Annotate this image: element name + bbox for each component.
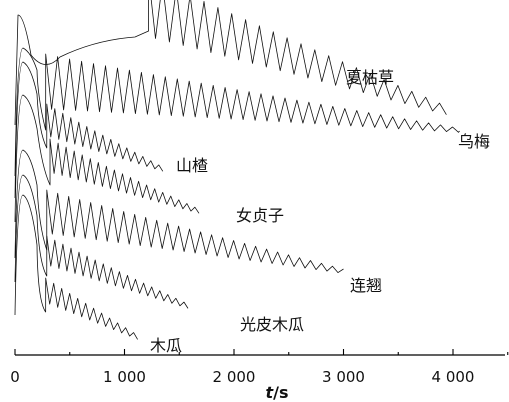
series-curve [14, 174, 189, 309]
x-axis: 0 1 000 2 000 3 000 4 000 [10, 349, 509, 386]
x-axis-title: t/s [265, 383, 288, 402]
x-tick-label: 1 000 [103, 368, 146, 386]
series-curve [14, 47, 460, 177]
series-curve [14, 94, 200, 223]
series-label: 连翘 [350, 276, 382, 295]
series-curve [14, 149, 344, 273]
series-curve [14, 61, 164, 199]
series-label: 乌梅 [458, 132, 490, 151]
x-tick-label: 0 [10, 368, 20, 386]
series-label: 山楂 [176, 156, 208, 175]
series-label: 木瓜 [150, 336, 182, 355]
x-tick-label: 4 000 [432, 368, 475, 386]
series-curve [14, 194, 138, 340]
x-tick-label: 3 000 [322, 368, 365, 386]
x-tick-label: 2 000 [213, 368, 256, 386]
series-label: 夏枯草 [346, 68, 394, 87]
series-label: 女贞子 [236, 206, 284, 225]
curves-layer [14, 0, 460, 340]
series-label: 光皮木瓜 [240, 315, 304, 334]
series-curve [14, 0, 447, 126]
